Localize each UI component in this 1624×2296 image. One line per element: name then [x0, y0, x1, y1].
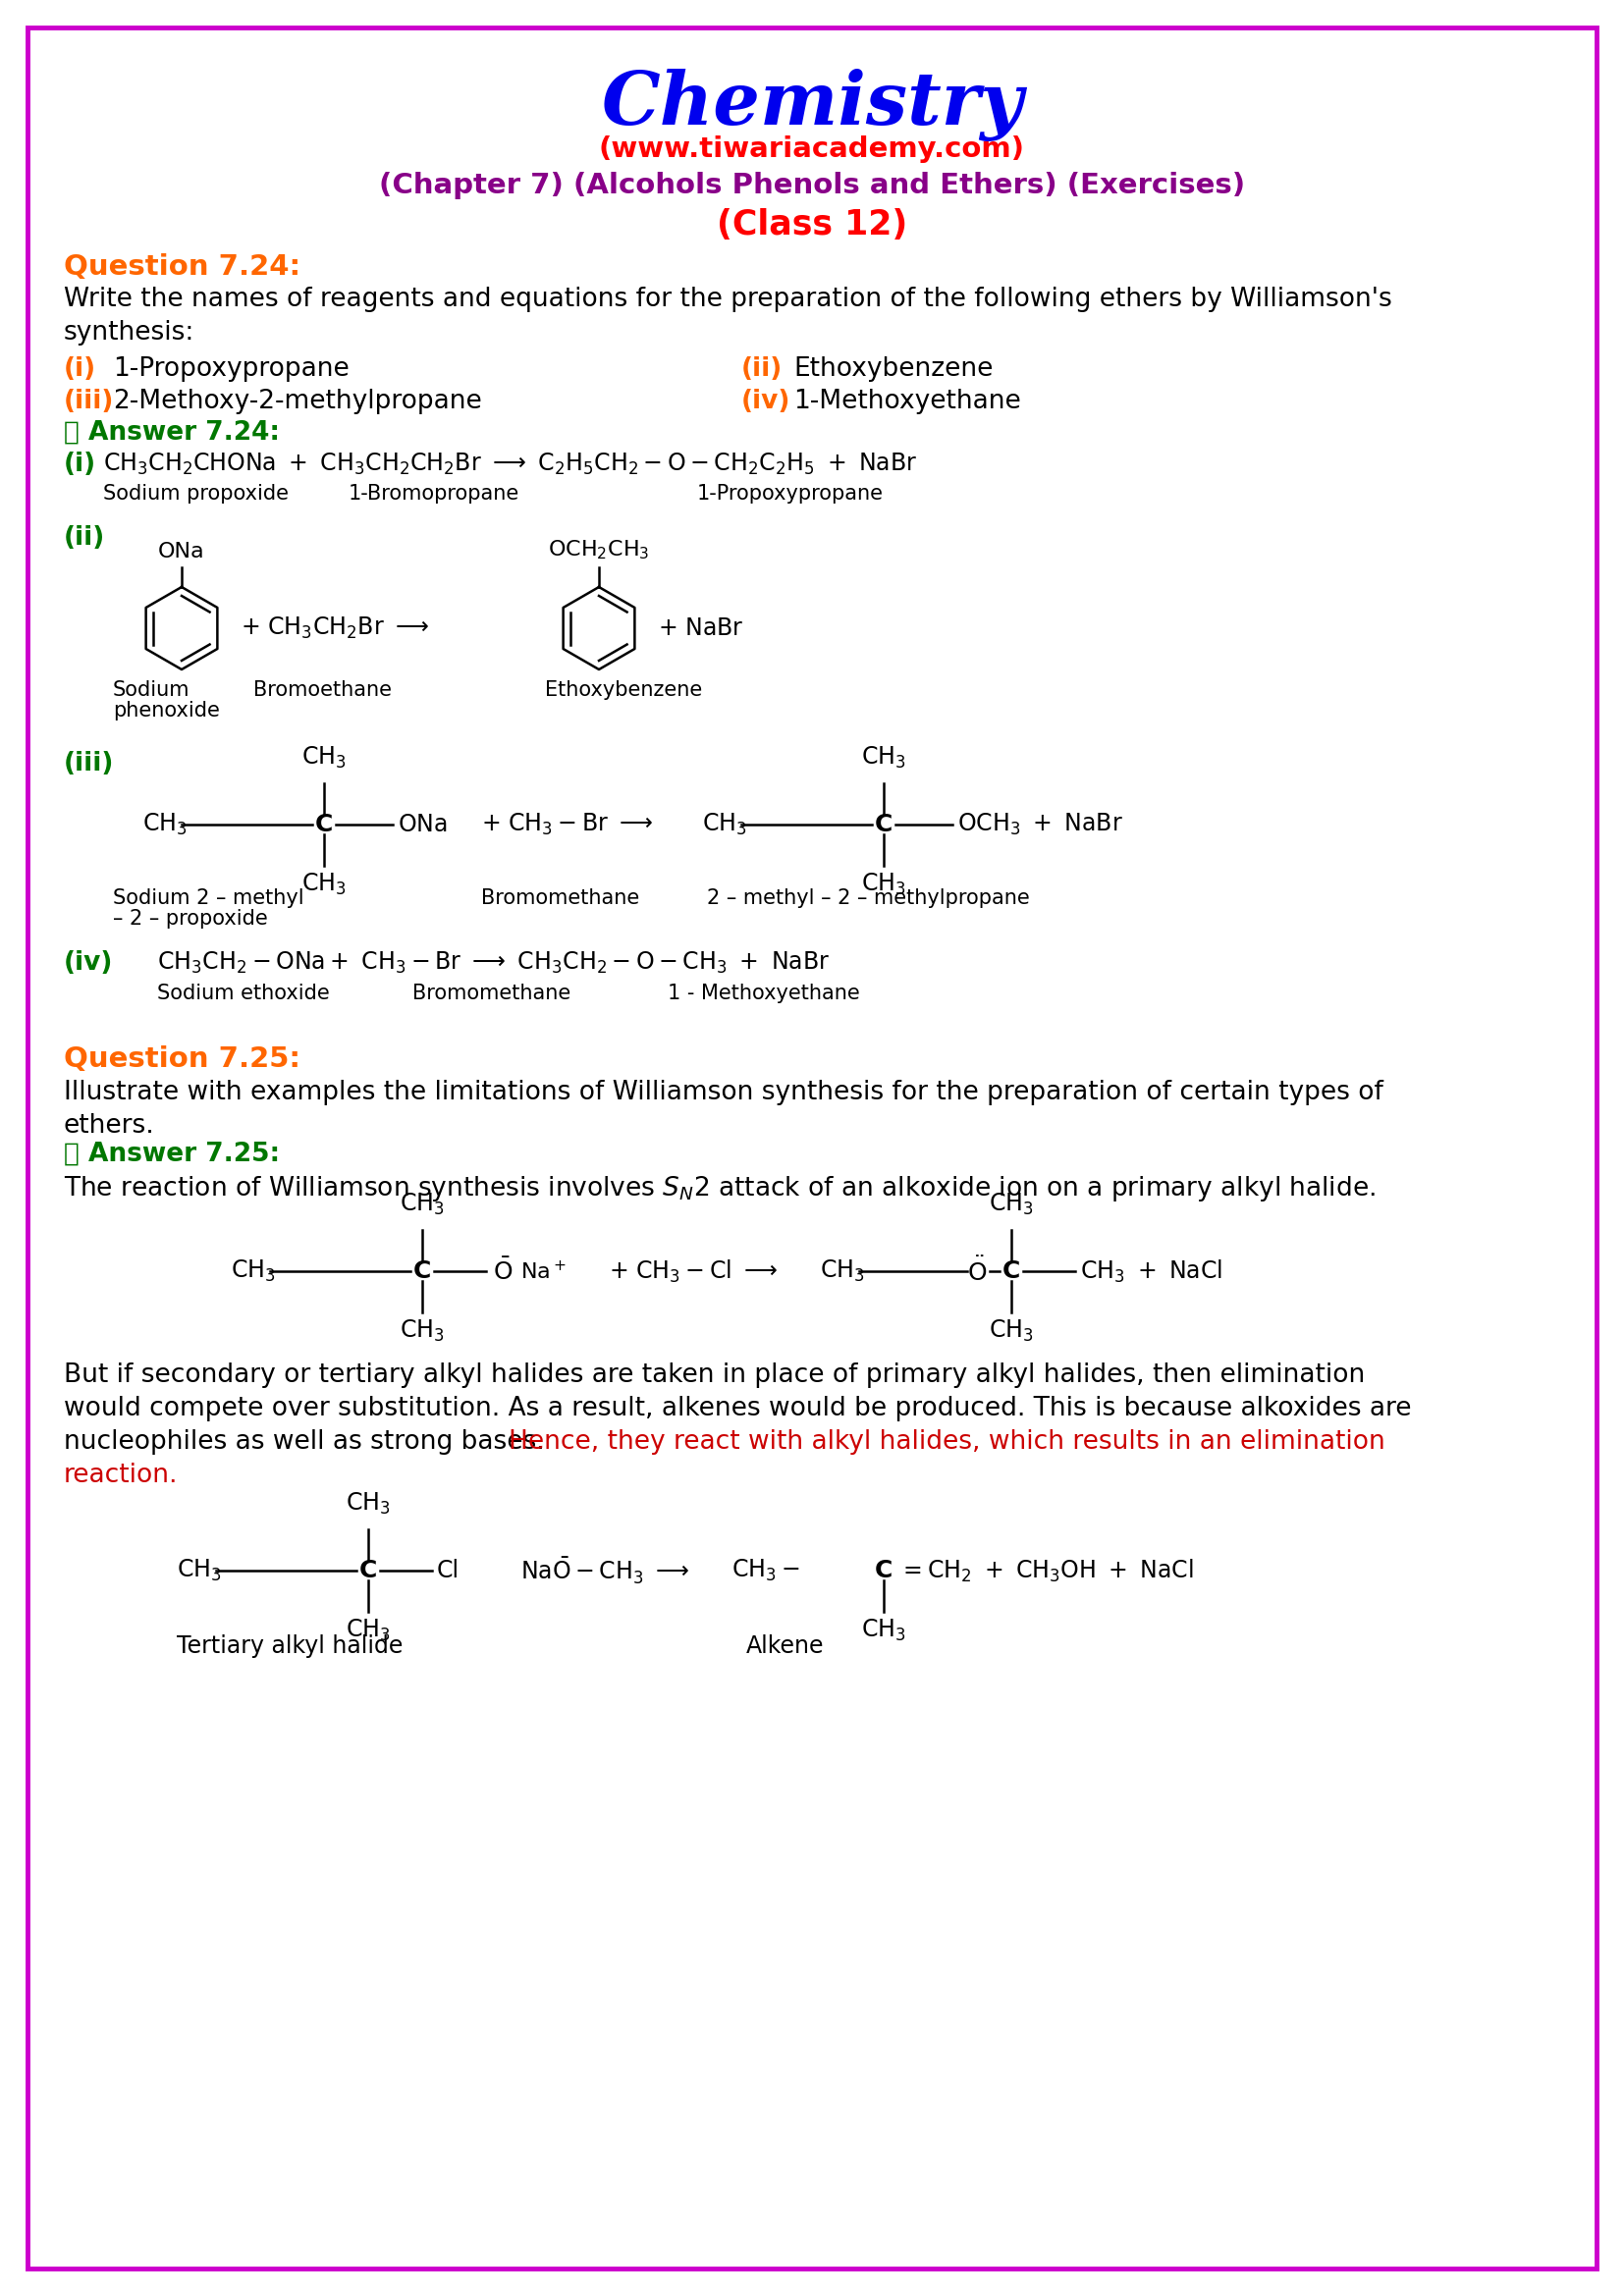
Text: $\mathrm{ONa}$: $\mathrm{ONa}$: [398, 813, 447, 836]
Text: $\mathrm{+ \ CH_3 - Cl \ \longrightarrow}$: $\mathrm{+ \ CH_3 - Cl \ \longrightarrow…: [609, 1258, 778, 1283]
Text: $\mathrm{CH_3}$: $\mathrm{CH_3}$: [989, 1318, 1034, 1343]
Text: (i): (i): [63, 452, 96, 478]
Text: – 2 – propoxide: – 2 – propoxide: [114, 909, 268, 928]
Text: $\mathrm{CH_3}$: $\mathrm{CH_3}$: [861, 872, 906, 898]
Text: 2-Methoxy-2-methylpropane: 2-Methoxy-2-methylpropane: [114, 388, 482, 413]
Text: Illustrate with examples the limitations of Williamson synthesis for the prepara: Illustrate with examples the limitations…: [63, 1079, 1384, 1104]
Text: Hence, they react with alkyl halides, which results in an elimination: Hence, they react with alkyl halides, wh…: [508, 1428, 1385, 1456]
Text: (iv): (iv): [63, 951, 114, 976]
Text: ONa: ONa: [158, 542, 205, 563]
Text: synthesis:: synthesis:: [63, 319, 195, 344]
Text: (iv): (iv): [741, 388, 791, 413]
Text: 1-Propoxypropane: 1-Propoxypropane: [697, 484, 883, 503]
Text: 1-Bromopropane: 1-Bromopropane: [349, 484, 520, 503]
Text: The reaction of Williamson synthesis involves $S_N$2 attack of an alkoxide ion o: The reaction of Williamson synthesis inv…: [63, 1173, 1376, 1203]
Text: Tertiary alkyl halide: Tertiary alkyl halide: [177, 1635, 403, 1658]
Text: 1-Propoxypropane: 1-Propoxypropane: [114, 356, 349, 381]
Text: $\mathrm{CH_3}$: $\mathrm{CH_3}$: [143, 813, 187, 838]
Text: (www.tiwariacademy.com): (www.tiwariacademy.com): [599, 135, 1025, 163]
Text: $\mathrm{CH_3}$: $\mathrm{CH_3}$: [400, 1318, 445, 1343]
Text: 1-Methoxyethane: 1-Methoxyethane: [794, 388, 1021, 413]
Text: $\mathrm{CH_3CH_2-ONa + \ CH_3-Br \ \longrightarrow \ CH_3CH_2-O-CH_3 \ + \ NaBr: $\mathrm{CH_3CH_2-ONa + \ CH_3-Br \ \lon…: [158, 951, 830, 976]
Text: Bromoethane: Bromoethane: [253, 680, 391, 700]
Text: 1 - Methoxyethane: 1 - Methoxyethane: [667, 983, 859, 1003]
Text: $\mathrm{\ddot{O}}$: $\mathrm{\ddot{O}}$: [966, 1256, 987, 1286]
Text: $\mathrm{CH_3}$: $\mathrm{CH_3}$: [400, 1192, 445, 1217]
Text: $\mathrm{CH_3}$: $\mathrm{CH_3}$: [702, 813, 747, 838]
Text: Chemistry: Chemistry: [601, 69, 1023, 142]
Text: $\mathrm{CH_3 \ + \ NaCl}$: $\mathrm{CH_3 \ + \ NaCl}$: [1080, 1258, 1223, 1283]
Text: $\mathrm{= CH_2 \ + \ CH_3OH \ + \ NaCl}$: $\mathrm{= CH_2 \ + \ CH_3OH \ + \ NaCl}…: [898, 1557, 1194, 1584]
Text: $\mathrm{CH_3}$: $\mathrm{CH_3}$: [346, 1619, 391, 1644]
Text: nucleophiles as well as strong bases.: nucleophiles as well as strong bases.: [63, 1428, 544, 1456]
Text: C: C: [875, 1559, 893, 1582]
Text: would compete over substitution. As a result, alkenes would be produced. This is: would compete over substitution. As a re…: [63, 1396, 1411, 1421]
Text: Ethoxybenzene: Ethoxybenzene: [794, 356, 992, 381]
FancyBboxPatch shape: [28, 28, 1596, 2268]
Text: phenoxide: phenoxide: [114, 700, 219, 721]
Text: Question 7.24:: Question 7.24:: [63, 253, 300, 280]
Text: $\mathrm{+ \ CH_3 - Br \ \longrightarrow}$: $\mathrm{+ \ CH_3 - Br \ \longrightarrow…: [481, 813, 653, 838]
Text: C: C: [875, 813, 893, 836]
Text: $\mathrm{CH_3}$: $\mathrm{CH_3}$: [231, 1258, 276, 1283]
Text: $+ \ \mathrm{CH_3CH_2Br} \ \longrightarrow$: $+ \ \mathrm{CH_3CH_2Br} \ \longrightarr…: [240, 615, 429, 641]
Text: $\mathrm{CH_3}$: $\mathrm{CH_3}$: [346, 1490, 391, 1518]
Text: $\mathrm{Na\bar{O} - CH_3 \ \longrightarrow}$: $\mathrm{Na\bar{O} - CH_3 \ \longrightar…: [520, 1554, 690, 1587]
Text: (iii): (iii): [63, 751, 114, 776]
Text: $\mathrm{CH_3}$: $\mathrm{CH_3}$: [177, 1557, 221, 1584]
Text: Sodium: Sodium: [114, 680, 190, 700]
Text: (ii): (ii): [63, 526, 106, 551]
Text: $\mathrm{OCH_3 \ + \ NaBr}$: $\mathrm{OCH_3 \ + \ NaBr}$: [957, 813, 1122, 838]
Text: $\mathrm{CH_3 -}$: $\mathrm{CH_3 -}$: [731, 1557, 801, 1584]
Text: $\mathrm{CH_3}$: $\mathrm{CH_3}$: [820, 1258, 864, 1283]
Text: $\mathrm{CH_3}$: $\mathrm{CH_3}$: [989, 1192, 1034, 1217]
Text: Cl: Cl: [437, 1559, 460, 1582]
Text: (Chapter 7) (Alcohols Phenols and Ethers) (Exercises): (Chapter 7) (Alcohols Phenols and Ethers…: [378, 172, 1246, 200]
Text: (ii): (ii): [741, 356, 783, 381]
Text: Bromomethane: Bromomethane: [481, 889, 640, 907]
Text: $+ \ \mathrm{NaBr}$: $+ \ \mathrm{NaBr}$: [658, 615, 744, 641]
Text: $\mathrm{CH_3}$: $\mathrm{CH_3}$: [302, 744, 346, 771]
Text: (iii): (iii): [63, 388, 114, 413]
Text: Sodium ethoxide: Sodium ethoxide: [158, 983, 330, 1003]
Text: $\mathrm{CH_3}$: $\mathrm{CH_3}$: [302, 872, 346, 898]
Text: ethers.: ethers.: [63, 1114, 154, 1139]
Text: But if secondary or tertiary alkyl halides are taken in place of primary alkyl h: But if secondary or tertiary alkyl halid…: [63, 1362, 1366, 1389]
Text: Sodium 2 – methyl: Sodium 2 – methyl: [114, 889, 304, 907]
Text: (Class 12): (Class 12): [716, 209, 908, 241]
Text: Ethoxybenzene: Ethoxybenzene: [546, 680, 702, 700]
Text: $\mathrm{Na^+}$: $\mathrm{Na^+}$: [520, 1261, 567, 1283]
Text: Write the names of reagents and equations for the preparation of the following e: Write the names of reagents and equation…: [63, 287, 1392, 312]
Text: (i): (i): [63, 356, 96, 381]
Text: C: C: [1002, 1261, 1020, 1283]
Text: Bromomethane: Bromomethane: [412, 983, 570, 1003]
Text: C: C: [412, 1261, 432, 1283]
Text: Alkene: Alkene: [745, 1635, 825, 1658]
Text: $\mathrm{OCH_2CH_3}$: $\mathrm{OCH_2CH_3}$: [549, 537, 650, 563]
Text: $\mathrm{CH_3}$: $\mathrm{CH_3}$: [861, 1619, 906, 1644]
Text: Sodium propoxide: Sodium propoxide: [102, 484, 289, 503]
Text: reaction.: reaction.: [63, 1463, 179, 1488]
Text: 📎 Answer 7.25:: 📎 Answer 7.25:: [63, 1141, 279, 1166]
Text: $\mathrm{\bar{O}}$: $\mathrm{\bar{O}}$: [494, 1258, 513, 1283]
Text: C: C: [315, 813, 333, 836]
Text: 2 – methyl – 2 – methylpropane: 2 – methyl – 2 – methylpropane: [706, 889, 1030, 907]
Ellipse shape: [796, 315, 1168, 2041]
Text: 📎 Answer 7.24:: 📎 Answer 7.24:: [63, 420, 279, 445]
Text: Question 7.25:: Question 7.25:: [63, 1045, 300, 1072]
Text: $\mathrm{CH_3}$: $\mathrm{CH_3}$: [861, 744, 906, 771]
Text: IWARI: IWARI: [529, 1251, 1237, 1458]
Text: C: C: [359, 1559, 377, 1582]
Ellipse shape: [687, 271, 1570, 2085]
Text: $\mathrm{CH_3CH_2CHONa \ + \ CH_3CH_2CH_2Br \ \longrightarrow \ C_2H_5CH_2 - O -: $\mathrm{CH_3CH_2CHONa \ + \ CH_3CH_2CH_…: [102, 452, 918, 478]
